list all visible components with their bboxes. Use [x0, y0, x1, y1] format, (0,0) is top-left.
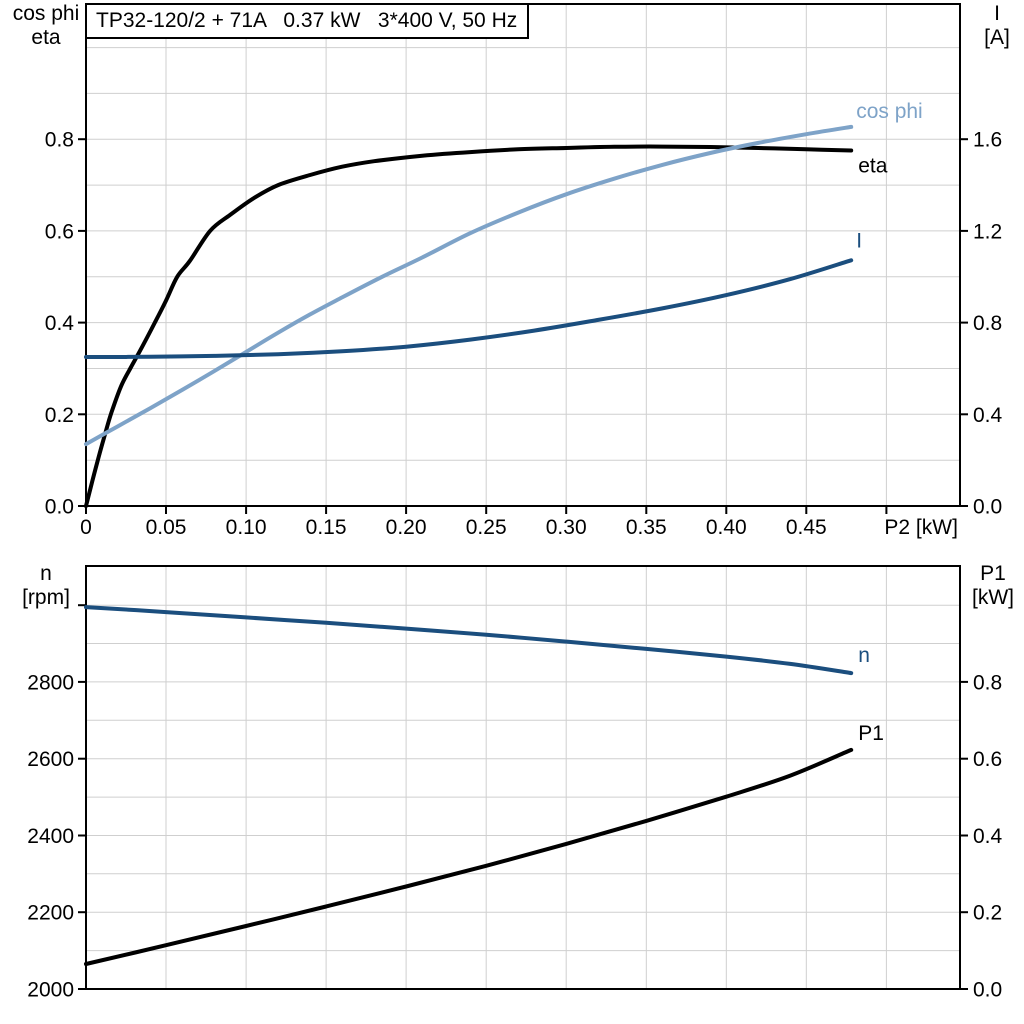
series-n-label: n — [858, 644, 870, 667]
x-axis-tick-label: 0.30 — [546, 516, 587, 539]
left-axis-tick-label: 2800 — [27, 671, 74, 694]
left-axis-title-line2: eta — [31, 26, 61, 49]
x-axis-tick-label: 0 — [80, 516, 92, 539]
right-axis-tick-label: 0.0 — [973, 496, 1002, 519]
x-axis-tick-label: 0.20 — [386, 516, 427, 539]
top-chart-left-axis-title: cos phi eta — [6, 2, 86, 50]
left-axis-tick-label: 2000 — [27, 979, 74, 1002]
left-axis-tick-label: 2600 — [27, 748, 74, 771]
left-axis-title-line2: [rpm] — [22, 586, 70, 609]
x-axis-title: P2 [kW] — [884, 516, 958, 539]
left-axis-tick-label: 0.2 — [45, 404, 74, 427]
series-I-label: I — [856, 229, 862, 252]
x-axis-tick-label: 0.10 — [226, 516, 267, 539]
right-axis-title-line2: [A] — [984, 26, 1010, 49]
x-axis-tick-label: 0.40 — [706, 516, 747, 539]
series-I-curve — [84, 258, 854, 359]
bottom-chart: 2000 2200 2400 2600 2800 0.0 0.2 0.4 0.6 0.8 n P1 — [27, 565, 1003, 1002]
right-axis-tick-label: 0.6 — [973, 748, 1002, 771]
bottom-chart-right-axis-title: P1 [kW] — [962, 562, 1024, 610]
series-eta-label: eta — [858, 155, 888, 178]
right-axis-tick-label: 0.8 — [973, 312, 1002, 335]
right-axis-title-line1: I — [994, 2, 1000, 25]
left-axis-tick-label: 2400 — [27, 825, 74, 848]
plot-border — [85, 565, 961, 990]
left-axis-tick-label: 0.8 — [45, 129, 74, 152]
right-axis-tick-label: 0.8 — [973, 671, 1002, 694]
series-n-curve — [84, 605, 854, 676]
right-axis-tick-label: 1.2 — [973, 220, 1002, 243]
series-cosphi-label: cos phi — [856, 100, 923, 123]
left-axis-title-line1: cos phi — [12, 2, 80, 25]
x-axis-tick-label: 0.45 — [786, 516, 827, 539]
left-axis-tick-label: 0.0 — [45, 496, 74, 519]
x-axis-tick-label: 0.05 — [146, 516, 187, 539]
x-axis-tick-label: 0.25 — [466, 516, 507, 539]
right-axis-tick-label: 0.4 — [973, 825, 1003, 848]
plot-border — [85, 3, 961, 507]
right-axis-tick-label: 1.6 — [973, 129, 1002, 152]
series-P1-label: P1 — [858, 722, 884, 745]
x-axis-tick-label: 0.35 — [626, 516, 667, 539]
right-axis-tick-label: 0.2 — [973, 902, 1002, 925]
right-axis-tick-label: 0.0 — [973, 979, 1002, 1002]
left-axis-tick-label: 2200 — [27, 902, 74, 925]
top-chart-right-axis-title: I [A] — [972, 2, 1022, 50]
top-chart: 0.0 0.2 0.4 0.6 0.8 0.0 0.4 0.8 1.2 1.6 0 0.05 0.10 0… — [45, 3, 1003, 539]
x-axis-tick-label: 0.15 — [306, 516, 347, 539]
series-eta-curve — [84, 144, 854, 508]
series-P1-curve — [84, 747, 854, 966]
series-cosphi-curve — [84, 124, 854, 447]
right-axis-title-line2: [kW] — [972, 586, 1014, 609]
chart-title-box: TP32-120/2 + 71A 0.37 kW 3*400 V, 50 Hz — [85, 3, 529, 39]
right-axis-tick-label: 0.4 — [973, 404, 1003, 427]
chart-title: TP32-120/2 + 71A 0.37 kW 3*400 V, 50 Hz — [96, 9, 518, 32]
right-axis-title-line1: P1 — [980, 562, 1006, 585]
left-axis-tick-label: 0.6 — [45, 220, 74, 243]
left-axis-title-line1: n — [40, 562, 52, 585]
bottom-chart-left-axis-title: n [rpm] — [6, 562, 86, 610]
left-axis-tick-label: 0.4 — [45, 312, 75, 335]
